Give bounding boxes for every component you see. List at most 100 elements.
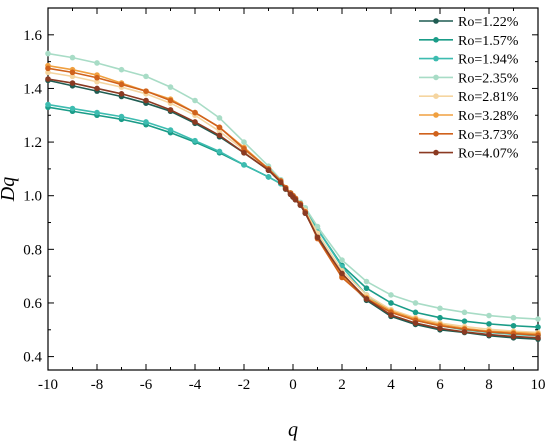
data-point: [241, 150, 247, 156]
x-tick-label: 2: [338, 377, 346, 393]
y-tick-label: 0.4: [23, 350, 42, 366]
y-tick-label: 1.4: [23, 81, 42, 97]
data-point: [282, 186, 289, 192]
data-point: [143, 97, 149, 104]
legend-entry-4: Ro=2.35%: [419, 71, 519, 86]
x-tick-label: 6: [436, 377, 444, 393]
x-tick-label: -8: [91, 377, 104, 393]
legend-entry-6: Ro=3.28%: [419, 109, 519, 124]
data-point: [412, 320, 419, 326]
data-point: [94, 78, 100, 85]
data-point: [118, 113, 125, 120]
data-point: [216, 148, 223, 155]
series-7: [45, 65, 541, 338]
data-point: [510, 322, 517, 329]
legend-marker: [433, 112, 439, 118]
data-point: [167, 127, 174, 133]
data-point: [94, 109, 100, 116]
x-tick-label: 0: [289, 377, 297, 393]
data-point: [69, 105, 76, 112]
y-tick-label: 1.6: [23, 28, 42, 44]
data-point: [535, 324, 541, 330]
legend-label: Ro=2.81%: [458, 90, 519, 105]
legend-entry-8: Ro=4.07%: [419, 147, 519, 162]
data-point: [297, 202, 304, 208]
legend-label: Ro=1.22%: [458, 15, 519, 30]
data-point: [216, 124, 223, 131]
data-point: [94, 60, 100, 66]
data-point: [118, 66, 125, 73]
legend-label: Ro=3.28%: [458, 109, 519, 124]
data-point: [339, 270, 345, 277]
data-point: [363, 296, 370, 302]
legend-marker: [433, 37, 439, 43]
x-tick-label: -4: [189, 377, 202, 393]
data-point: [510, 333, 517, 340]
data-point: [192, 119, 198, 125]
data-point: [69, 73, 76, 80]
y-tick-label: 1.0: [23, 189, 42, 205]
x-tick-label: -10: [38, 377, 58, 393]
data-point: [486, 312, 492, 319]
data-point: [192, 97, 198, 104]
data-point: [265, 174, 272, 180]
y-axis-title: Dq: [0, 177, 19, 202]
data-point: [412, 309, 419, 316]
data-point: [510, 314, 517, 321]
legend-entry-7: Ro=3.73%: [419, 128, 519, 143]
data-point: [388, 312, 394, 318]
x-tick-label: 8: [485, 377, 493, 393]
data-point: [167, 84, 174, 90]
data-point: [167, 97, 174, 104]
x-axis-title: q: [288, 419, 298, 441]
x-tick-label: 10: [531, 377, 546, 393]
legend-label: Ro=4.07%: [458, 147, 519, 162]
legend-entry-1: Ro=1.22%: [419, 15, 519, 30]
legend-marker: [433, 93, 439, 99]
data-point: [339, 274, 345, 281]
series-8: [45, 76, 541, 341]
legend: Ro=1.22% Ro=1.57% Ro=1.94% Ro=2.35% Ro=2.81%…: [419, 15, 519, 162]
data-point: [461, 329, 468, 335]
data-point: [339, 257, 345, 263]
data-point: [45, 69, 51, 76]
data-point: [69, 80, 76, 86]
data-point: [216, 115, 223, 121]
series-layer: [45, 50, 541, 342]
legend-marker: [433, 131, 439, 137]
data-point: [486, 331, 492, 338]
data-point: [388, 292, 394, 298]
data-point: [314, 223, 321, 230]
x-tick-label: -6: [140, 377, 153, 393]
y-tick-label: 0.8: [23, 242, 42, 258]
legend-marker: [433, 55, 439, 62]
data-point: [535, 335, 541, 341]
data-point: [277, 179, 284, 186]
y-tick-label: 0.6: [23, 296, 42, 312]
data-point: [118, 91, 125, 97]
data-point: [45, 76, 51, 82]
data-point: [143, 88, 149, 94]
data-point: [45, 101, 51, 108]
data-point: [486, 321, 492, 327]
x-tick-label: 4: [387, 377, 395, 393]
legend-label: Ro=1.57%: [458, 34, 519, 49]
legend-entry-5: Ro=2.81%: [419, 90, 519, 105]
data-point: [241, 145, 247, 152]
data-point: [94, 85, 100, 92]
data-point: [412, 300, 419, 306]
data-point: [94, 74, 100, 81]
data-point: [69, 69, 76, 76]
data-point: [292, 196, 299, 203]
legend-label: Ro=1.94%: [458, 53, 519, 68]
data-point: [216, 132, 223, 139]
data-point: [363, 278, 370, 285]
data-point: [265, 167, 272, 174]
data-point: [192, 109, 198, 116]
data-point: [437, 325, 443, 332]
data-point: [143, 119, 149, 125]
data-point: [388, 300, 394, 306]
axes-layer: -10 -8 -6 -4 -2 0 2 4 6 8 10 0.4 0.6 0.8 1.0 1.2 1.4 1.6: [23, 8, 546, 393]
data-point: [461, 318, 468, 324]
